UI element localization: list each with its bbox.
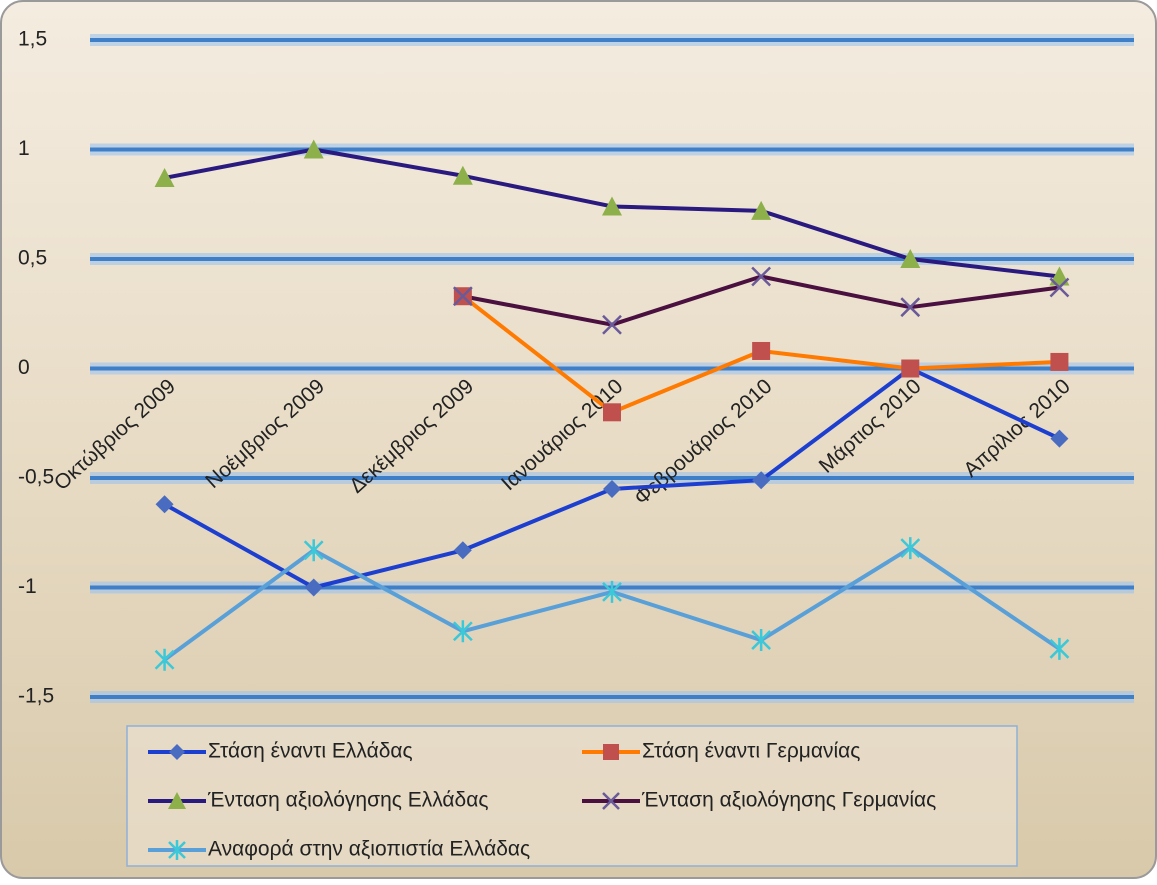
marker xyxy=(1050,352,1069,371)
marker xyxy=(751,266,772,287)
marker xyxy=(1049,277,1070,298)
marker xyxy=(304,578,323,597)
marker xyxy=(603,403,621,422)
legend-marker xyxy=(168,840,186,860)
legend-label: Στάση έναντι Ελλάδας xyxy=(208,740,413,763)
marker xyxy=(751,629,772,652)
marker xyxy=(752,471,771,490)
legend-item: Αναφορά στην αξιοπιστία Ελλάδας xyxy=(148,838,530,861)
marker xyxy=(154,167,175,187)
legend-label: Αναφορά στην αξιοπιστία Ελλάδας xyxy=(208,838,530,861)
legend-item: Στάση έναντι Ελλάδας xyxy=(148,740,413,763)
y-tick-label: -0,5 xyxy=(18,466,54,489)
marker xyxy=(603,479,621,498)
marker xyxy=(751,200,772,220)
legend-item: Στάση έναντι Γερμανίας xyxy=(582,740,860,763)
y-tick-label: 1 xyxy=(18,137,30,160)
marker xyxy=(900,537,921,560)
marker xyxy=(602,580,622,603)
y-tick-label: 1,5 xyxy=(18,28,47,51)
legend-marker xyxy=(168,792,186,809)
marker xyxy=(303,539,324,562)
marker xyxy=(602,314,622,335)
marker xyxy=(752,341,771,360)
legend-item: Ένταση αξιολόγησης Γερμανίας xyxy=(582,789,936,812)
y-tick-label: 0,5 xyxy=(18,247,47,270)
y-tick-label: -1,5 xyxy=(18,685,54,708)
legend-item: Ένταση αξιολόγησης Ελλάδας xyxy=(148,789,489,812)
legend-box xyxy=(126,725,1018,867)
marker xyxy=(452,286,473,307)
legend-label: Ένταση αξιολόγησης Γερμανίας xyxy=(641,789,936,812)
legend-marker xyxy=(603,744,619,760)
marker xyxy=(453,541,472,560)
y-tick-label: -1 xyxy=(18,575,37,598)
y-tick-label: 0 xyxy=(18,356,30,379)
marker xyxy=(452,165,473,185)
marker xyxy=(900,249,921,268)
marker xyxy=(303,139,324,159)
marker xyxy=(901,359,920,378)
legend-marker xyxy=(169,744,185,760)
legend-marker xyxy=(602,792,620,810)
marker xyxy=(154,648,175,671)
marker xyxy=(452,620,473,643)
marker xyxy=(602,196,622,216)
legend-label: Στάση έναντι Γερμανίας xyxy=(642,740,860,763)
marker xyxy=(1050,429,1069,448)
marker xyxy=(900,297,921,318)
marker xyxy=(1049,637,1070,660)
marker xyxy=(155,495,174,514)
legend-label: Ένταση αξιολόγησης Ελλάδας xyxy=(207,789,489,812)
